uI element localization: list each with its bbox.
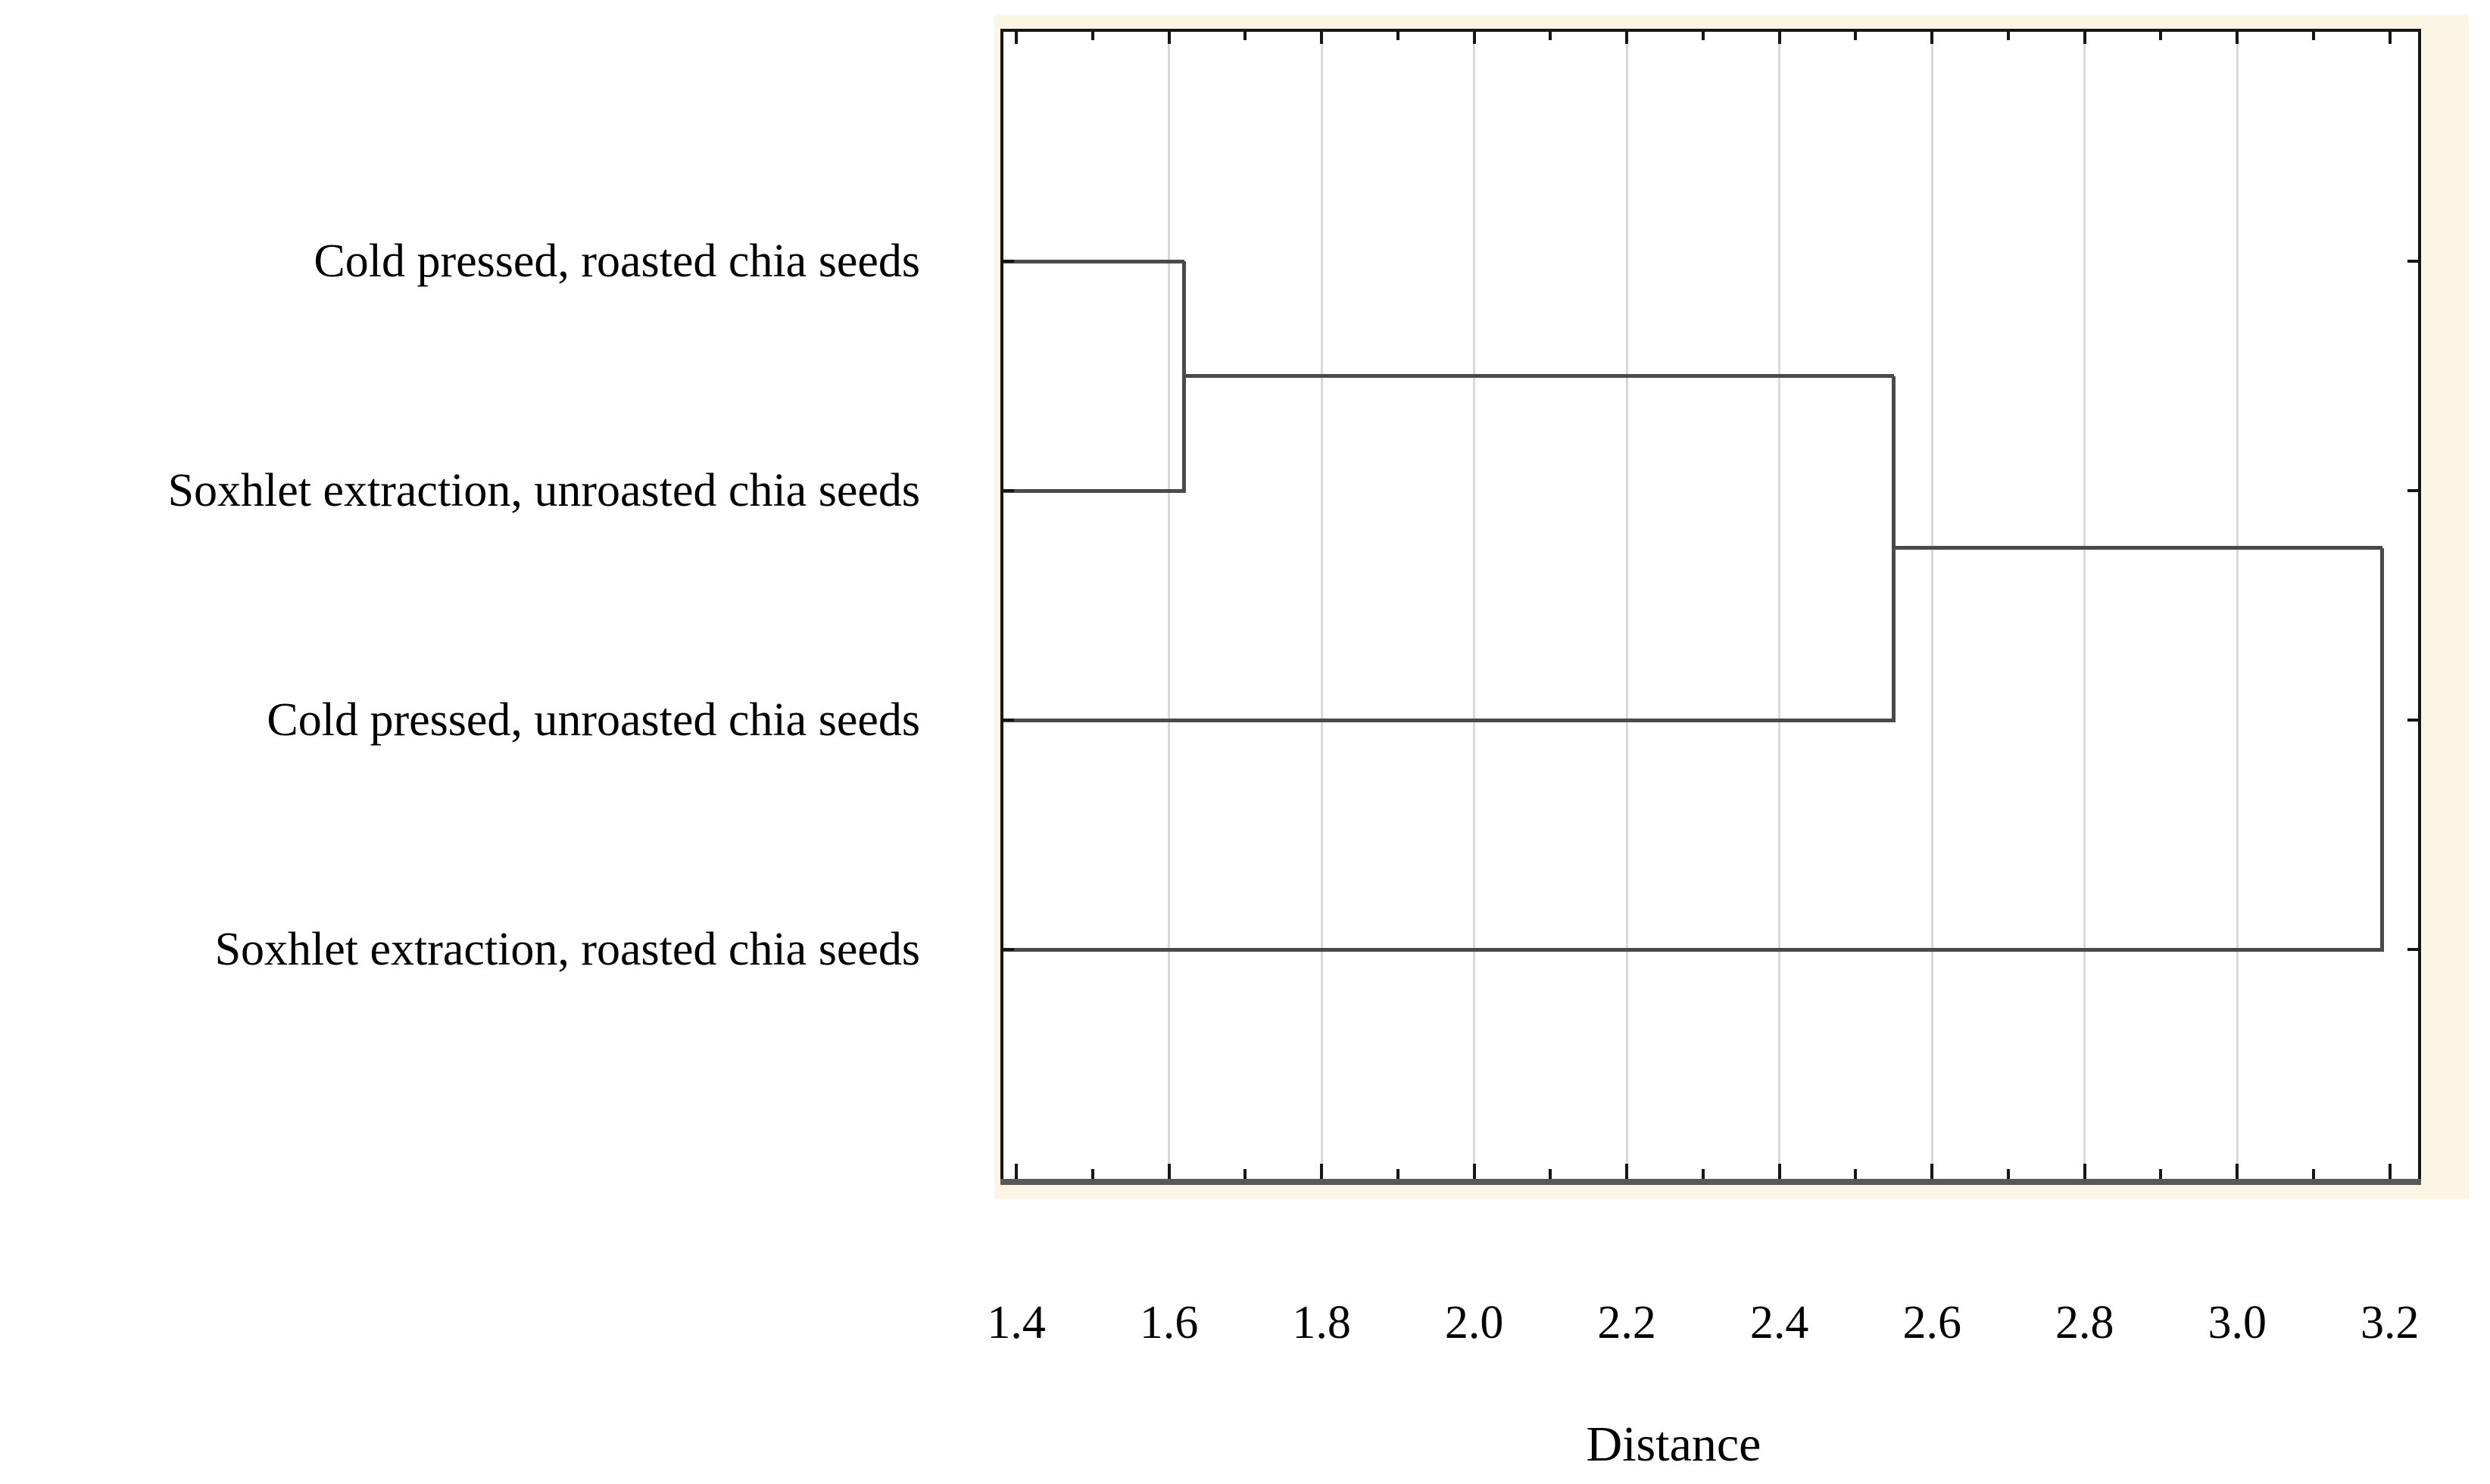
leaf-label: Cold pressed, roasted chia seeds — [314, 235, 920, 287]
top-border-major-tick — [1777, 32, 1781, 44]
vertical-gridline — [2236, 32, 2239, 1179]
x-axis-major-tick — [1320, 1164, 1324, 1179]
plot-area — [1003, 32, 2418, 1179]
x-axis-tick-label: 1.6 — [1139, 1297, 1199, 1348]
x-axis-tick-label: 3.0 — [2208, 1297, 2267, 1348]
top-border-major-tick — [1167, 32, 1171, 44]
x-axis-major-tick — [2388, 1164, 2392, 1179]
x-axis-minor-tick — [1091, 1169, 1094, 1179]
right-border-row-tick — [2407, 948, 2418, 951]
top-border-minor-tick — [1854, 32, 1858, 40]
x-axis-minor-tick — [2311, 1169, 2315, 1179]
left-border-row-tick — [1003, 719, 1014, 722]
x-axis-major-tick — [1777, 1164, 1781, 1179]
dendrogram-branch — [1003, 488, 1184, 493]
top-border-major-tick — [1472, 32, 1476, 44]
right-border-row-tick — [2407, 719, 2418, 722]
top-border-minor-tick — [2159, 32, 2163, 40]
x-axis-tick-label: 2.0 — [1444, 1297, 1504, 1348]
vertical-gridline — [1778, 32, 1781, 1179]
x-axis-major-tick — [1167, 1164, 1171, 1179]
x-axis-minor-tick — [1701, 1169, 1705, 1179]
x-axis-major-tick — [2083, 1164, 2086, 1179]
top-border-major-tick — [2388, 32, 2392, 44]
top-border-minor-tick — [2006, 32, 2010, 40]
x-axis-title: Distance — [1586, 1417, 1761, 1472]
dendrogram-branch — [1003, 718, 1894, 722]
vertical-gridline — [1930, 32, 1933, 1179]
top-border-major-tick — [2083, 32, 2086, 44]
right-border-row-tick — [2407, 260, 2418, 263]
right-border-row-tick — [2407, 489, 2418, 492]
vertical-gridline — [1625, 32, 1628, 1179]
top-border-minor-tick — [1701, 32, 1705, 40]
dendrogram-join — [2380, 547, 2385, 952]
x-axis-minor-tick — [1243, 1169, 1247, 1179]
dendrogram-branch — [1003, 947, 2382, 952]
plot-border-top — [1000, 29, 2421, 32]
plot-border-right — [2418, 29, 2421, 1185]
vertical-gridline — [2083, 32, 2086, 1179]
x-axis-major-tick — [1625, 1164, 1629, 1179]
top-border-minor-tick — [1243, 32, 1247, 40]
x-axis-major-tick — [1472, 1164, 1476, 1179]
plot-border-bottom — [1000, 1179, 2421, 1185]
x-axis-tick-label: 2.6 — [1902, 1297, 1961, 1348]
top-border-major-tick — [1625, 32, 1629, 44]
leaf-label: Soxhlet extraction, unroasted chia seeds — [167, 465, 920, 516]
x-axis-minor-tick — [2159, 1169, 2163, 1179]
x-axis-tick-label: 1.8 — [1292, 1297, 1351, 1348]
x-axis-minor-tick — [1854, 1169, 1858, 1179]
x-axis-minor-tick — [2006, 1169, 2010, 1179]
top-border-major-tick — [1930, 32, 1934, 44]
x-axis-tick-label: 3.2 — [2360, 1297, 2420, 1348]
left-border-row-tick — [1003, 260, 1014, 263]
top-border-major-tick — [1320, 32, 1324, 44]
vertical-gridline — [1320, 32, 1323, 1179]
left-border-row-tick — [1003, 948, 1014, 951]
x-axis-tick-label: 2.8 — [2055, 1297, 2114, 1348]
plot-border-left — [1000, 29, 1003, 1185]
x-axis-tick-label: 2.2 — [1597, 1297, 1656, 1348]
x-axis-tick-label: 2.4 — [1749, 1297, 1809, 1348]
dendrogram-branch — [1184, 374, 1894, 378]
leaf-label: Soxhlet extraction, roasted chia seeds — [214, 924, 920, 975]
vertical-gridline — [1168, 32, 1171, 1179]
dendrogram-branch — [1893, 546, 2382, 550]
x-axis-major-tick — [2236, 1164, 2239, 1179]
top-border-minor-tick — [1396, 32, 1399, 40]
top-border-minor-tick — [1549, 32, 1552, 40]
vertical-gridline — [1473, 32, 1476, 1179]
x-axis-major-tick — [1015, 1164, 1019, 1179]
x-axis-tick-label: 1.4 — [987, 1297, 1046, 1348]
dendrogram-branch — [1003, 259, 1184, 263]
x-axis-major-tick — [1930, 1164, 1934, 1179]
leaf-label: Cold pressed, unroasted chia seeds — [267, 694, 920, 746]
x-axis-minor-tick — [1396, 1169, 1399, 1179]
x-axis-minor-tick — [1549, 1169, 1552, 1179]
top-border-minor-tick — [1091, 32, 1094, 40]
top-border-minor-tick — [2311, 32, 2315, 40]
left-border-row-tick — [1003, 489, 1014, 492]
top-border-major-tick — [2236, 32, 2239, 44]
top-border-major-tick — [1015, 32, 1019, 44]
